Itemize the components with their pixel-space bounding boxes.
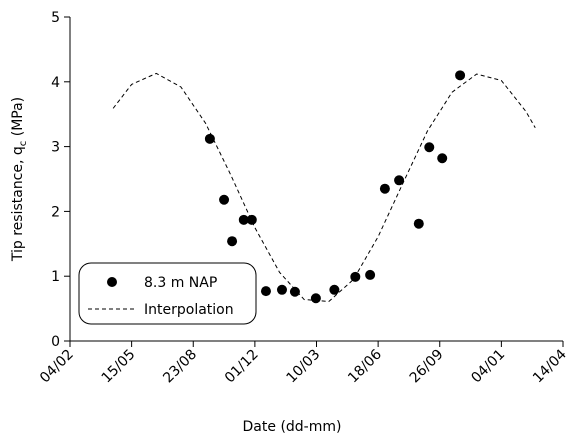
data-point [413, 218, 424, 229]
data-point [394, 175, 405, 186]
legend-marker [107, 277, 117, 287]
legend-label: Interpolation [144, 302, 234, 318]
data-point [204, 133, 215, 144]
y-tick-label: 0 [51, 334, 60, 350]
data-point [365, 269, 376, 280]
x-axis-label: Date (dd-mm) [243, 419, 342, 435]
x-tick-label: 10/03 [283, 347, 323, 387]
x-tick-label: 01/12 [222, 347, 262, 387]
x-tick-label: 15/05 [99, 347, 139, 387]
data-point [227, 236, 238, 247]
x-tick-label: 26/09 [407, 347, 447, 387]
data-point [276, 284, 287, 295]
x-tick-label: 04/01 [468, 347, 508, 387]
legend-label: 8.3 m NAP [144, 275, 217, 291]
y-label-text: Tip resistance, q [10, 146, 26, 262]
y-axis-label: Tip resistance, qc (MPa) [10, 97, 29, 262]
y-tick-label: 2 [51, 204, 60, 220]
x-tick-label: 18/06 [345, 346, 385, 386]
data-point [310, 293, 321, 304]
y-tick-label: 4 [51, 75, 60, 91]
y-label-unit: (MPa) [10, 97, 26, 141]
y-tick-label: 1 [51, 269, 60, 285]
data-point [437, 153, 448, 164]
data-point [289, 286, 300, 297]
y-tick-label: 3 [51, 140, 60, 156]
data-point [246, 214, 257, 225]
data-point [260, 286, 271, 297]
data-point [424, 142, 435, 153]
y-label-subscript: c [18, 141, 29, 147]
x-tick-label: 04/02 [37, 347, 77, 387]
data-point [329, 284, 340, 295]
y-tick-label: 5 [51, 10, 60, 26]
interpolation-line [112, 72, 536, 302]
x-tick-label: 14/04 [530, 346, 570, 386]
data-point [219, 194, 230, 205]
data-point [238, 214, 249, 225]
data-point [379, 183, 390, 194]
x-tick-label: 23/08 [160, 347, 200, 387]
data-point [455, 70, 466, 81]
